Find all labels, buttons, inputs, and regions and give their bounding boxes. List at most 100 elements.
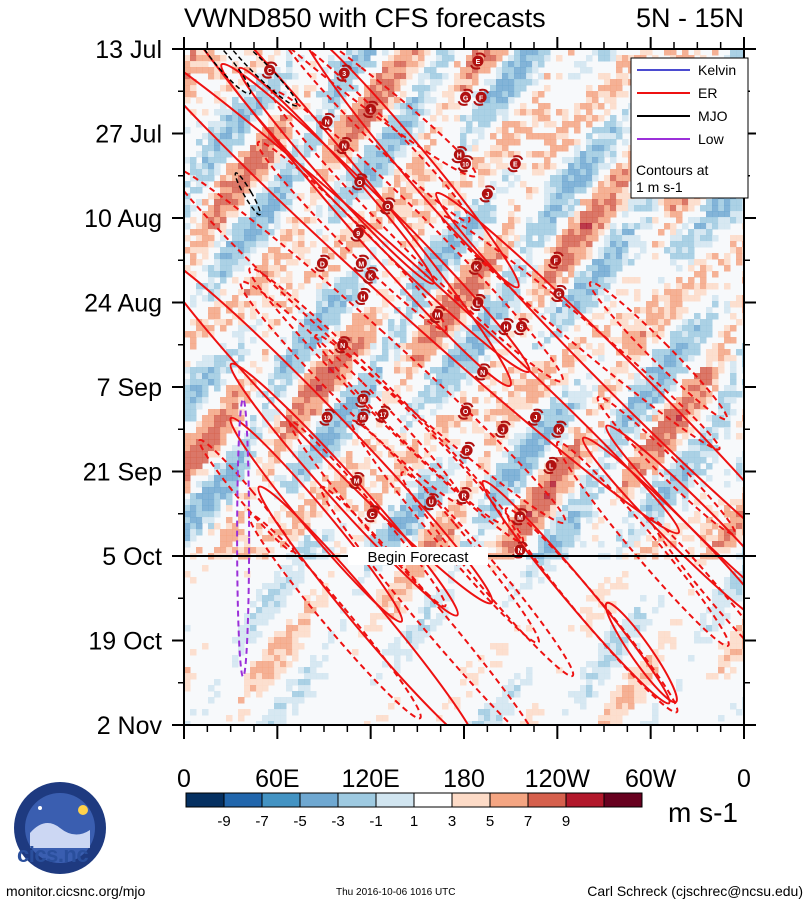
anomaly-cell: [322, 493, 329, 500]
anomaly-cell: [490, 85, 497, 92]
anomaly-cell: [358, 67, 365, 74]
anomaly-cell: [334, 343, 341, 350]
anomaly-cell: [394, 325, 401, 332]
anomaly-cell: [418, 163, 425, 170]
anomaly-cell: [334, 151, 341, 158]
anomaly-cell: [238, 229, 245, 236]
anomaly-cell: [490, 79, 497, 86]
anomaly-cell: [460, 247, 467, 254]
anomaly-cell: [502, 373, 509, 380]
anomaly-cell: [574, 325, 581, 332]
anomaly-cell: [316, 307, 323, 314]
anomaly-cell: [718, 589, 725, 596]
anomaly-cell: [304, 319, 311, 326]
anomaly-cell: [286, 259, 293, 266]
anomaly-cell: [190, 517, 197, 524]
anomaly-cell: [646, 523, 653, 530]
anomaly-cell: [538, 295, 545, 302]
anomaly-cell: [406, 493, 413, 500]
anomaly-cell: [232, 187, 239, 194]
anomaly-cell: [202, 517, 209, 524]
anomaly-cell: [550, 529, 557, 536]
anomaly-cell: [562, 379, 569, 386]
anomaly-cell: [352, 109, 359, 116]
anomaly-cell: [562, 193, 569, 200]
anomaly-cell: [424, 259, 431, 266]
anomaly-cell: [736, 247, 743, 254]
anomaly-cell: [640, 223, 647, 230]
anomaly-cell: [280, 391, 287, 398]
anomaly-cell: [232, 247, 239, 254]
anomaly-cell: [478, 181, 485, 188]
anomaly-cell: [436, 487, 443, 494]
anomaly-cell: [490, 157, 497, 164]
anomaly-cell: [652, 205, 659, 212]
anomaly-cell: [370, 379, 377, 386]
anomaly-cell: [286, 121, 293, 128]
anomaly-cell: [292, 73, 299, 80]
anomaly-cell: [508, 169, 515, 176]
anomaly-cell: [538, 577, 545, 584]
anomaly-cell: [484, 523, 491, 530]
anomaly-cell: [466, 277, 473, 284]
anomaly-cell: [616, 199, 623, 206]
anomaly-cell: [298, 451, 305, 458]
anomaly-cell: [220, 535, 227, 542]
anomaly-cell: [226, 169, 233, 176]
anomaly-cell: [586, 55, 593, 62]
anomaly-cell: [202, 361, 209, 368]
anomaly-cell: [232, 235, 239, 242]
anomaly-cell: [250, 451, 257, 458]
anomaly-cell: [430, 469, 437, 476]
anomaly-cell: [286, 181, 293, 188]
anomaly-cell: [742, 505, 744, 512]
anomaly-cell: [388, 61, 395, 68]
anomaly-cell: [196, 187, 203, 194]
anomaly-cell: [202, 367, 209, 374]
anomaly-cell: [388, 67, 395, 74]
anomaly-cell: [292, 535, 299, 542]
anomaly-cell: [208, 433, 215, 440]
anomaly-cell: [328, 145, 335, 152]
anomaly-cell: [484, 235, 491, 242]
anomaly-cell: [436, 241, 443, 248]
anomaly-cell: [604, 79, 611, 86]
anomaly-cell: [406, 589, 413, 596]
anomaly-cell: [634, 403, 641, 410]
anomaly-cell: [328, 265, 335, 272]
anomaly-cell: [412, 157, 419, 164]
anomaly-cell: [202, 445, 209, 452]
anomaly-cell: [220, 343, 227, 350]
anomaly-cell: [376, 493, 383, 500]
anomaly-cell: [562, 127, 569, 134]
anomaly-cell: [580, 505, 587, 512]
anomaly-cell: [244, 163, 251, 170]
anomaly-cell: [232, 385, 239, 392]
anomaly-cell: [400, 49, 407, 56]
anomaly-cell: [586, 475, 593, 482]
anomaly-cell: [214, 505, 221, 512]
anomaly-cell: [658, 421, 665, 428]
anomaly-cell: [202, 223, 209, 230]
anomaly-cell: [448, 529, 455, 536]
anomaly-cell: [292, 169, 299, 176]
anomaly-cell: [718, 421, 725, 428]
anomaly-cell: [718, 397, 725, 404]
anomaly-cell: [742, 565, 744, 572]
anomaly-cell: [208, 73, 215, 80]
anomaly-cell: [382, 337, 389, 344]
anomaly-cell: [484, 49, 491, 56]
anomaly-cell: [196, 175, 203, 182]
anomaly-cell: [376, 541, 383, 548]
anomaly-cell: [718, 391, 725, 398]
anomaly-cell: [592, 97, 599, 104]
anomaly-cell: [400, 523, 407, 530]
anomaly-cell: [358, 127, 365, 134]
anomaly-cell: [346, 193, 353, 200]
anomaly-cell: [496, 337, 503, 344]
anomaly-cell: [532, 97, 539, 104]
anomaly-cell: [484, 55, 491, 62]
anomaly-cell: [316, 421, 323, 428]
anomaly-cell: [430, 349, 437, 356]
anomaly-cell: [220, 355, 227, 362]
